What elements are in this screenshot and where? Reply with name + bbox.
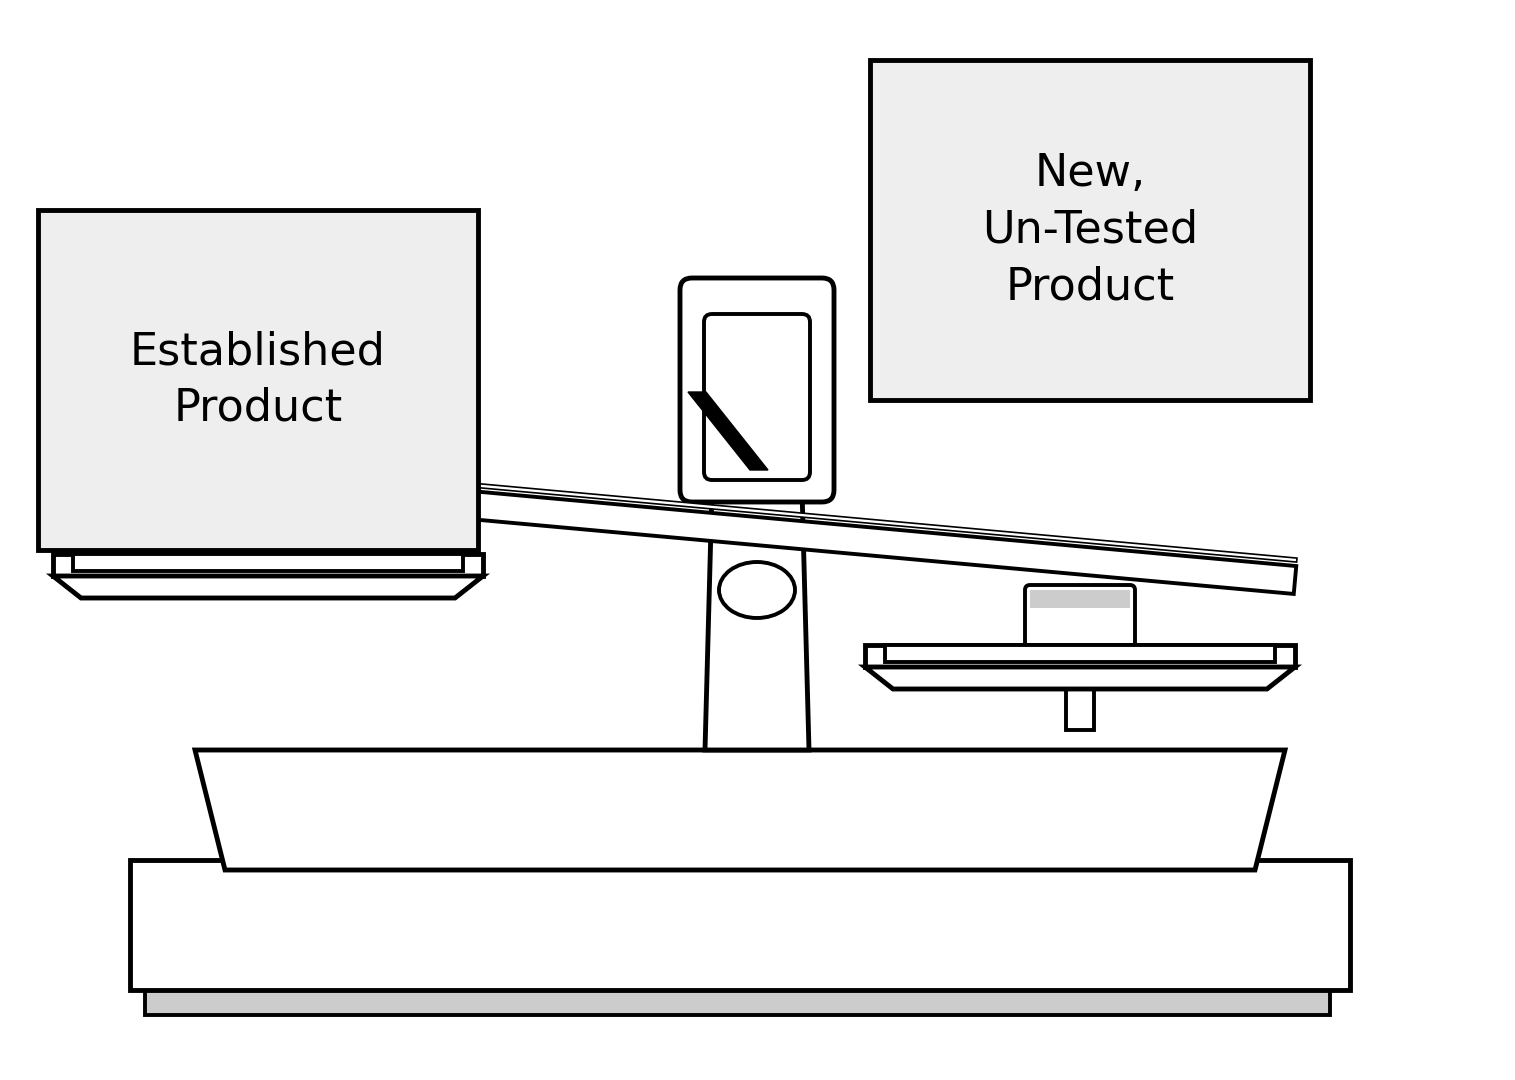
FancyBboxPatch shape [1067,650,1094,730]
FancyBboxPatch shape [130,860,1350,990]
FancyBboxPatch shape [704,314,811,480]
Polygon shape [704,490,809,750]
FancyBboxPatch shape [218,498,318,558]
FancyBboxPatch shape [73,554,464,571]
Polygon shape [53,576,483,598]
Text: Established
Product: Established Product [130,330,386,430]
Polygon shape [195,750,1285,870]
Ellipse shape [720,562,795,618]
FancyBboxPatch shape [242,558,253,578]
FancyBboxPatch shape [1030,590,1130,608]
FancyBboxPatch shape [283,558,292,578]
FancyBboxPatch shape [145,980,1330,1015]
Polygon shape [194,467,1297,594]
FancyBboxPatch shape [264,558,273,578]
FancyBboxPatch shape [680,278,833,502]
FancyBboxPatch shape [1026,585,1135,654]
FancyBboxPatch shape [38,210,479,550]
FancyBboxPatch shape [885,645,1276,662]
Text: New,
Un-Tested
Product: New, Un-Tested Product [982,152,1198,308]
FancyBboxPatch shape [870,60,1310,400]
Polygon shape [197,458,1297,562]
Polygon shape [865,667,1295,689]
FancyBboxPatch shape [53,554,483,576]
Polygon shape [688,392,768,470]
FancyBboxPatch shape [865,645,1295,667]
